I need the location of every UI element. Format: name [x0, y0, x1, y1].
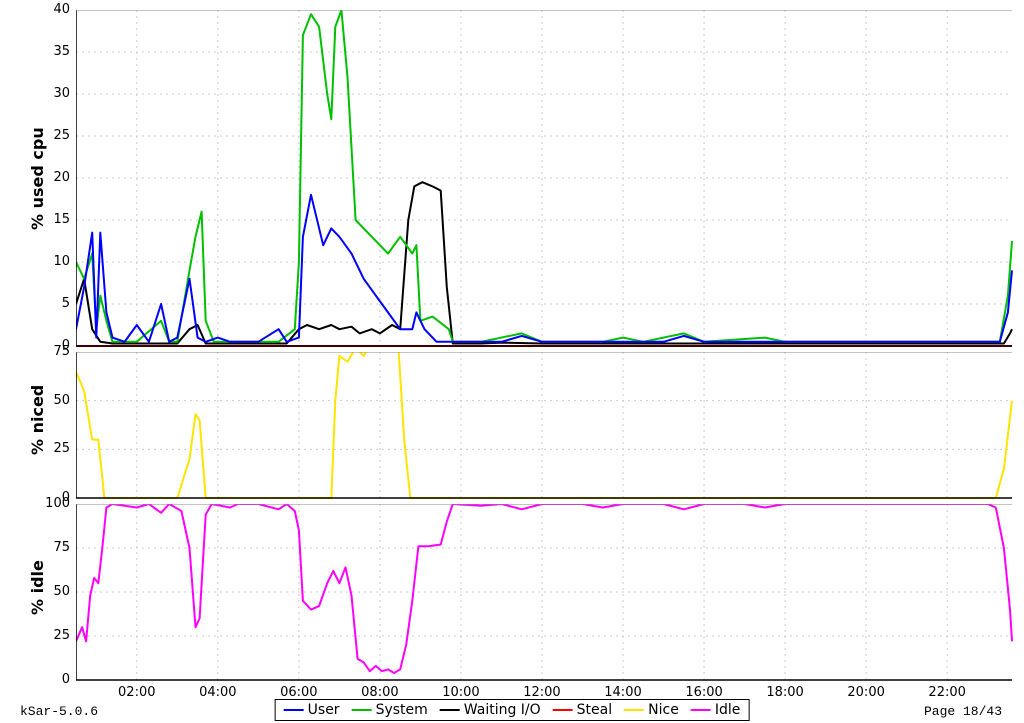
- chart-panel-niced: [76, 352, 1014, 500]
- ytick-label: 75: [0, 540, 70, 555]
- ytick-label: 0: [0, 672, 70, 687]
- ytick-label: 35: [0, 44, 70, 59]
- ytick-label: 30: [0, 86, 70, 101]
- legend-swatch: [553, 709, 573, 711]
- chart-panel-cpu: [76, 10, 1014, 348]
- legend-item-nice: Nice: [624, 702, 679, 718]
- legend-swatch: [440, 709, 460, 711]
- series-idle: [76, 504, 1012, 673]
- legend-swatch: [691, 709, 711, 711]
- xtick-label: 14:00: [604, 685, 641, 700]
- xtick-label: 04:00: [199, 685, 236, 700]
- chart-panel-idle: 02:00 04:00 06:00 08:00 10:00 12:00 14:00 16:00…: [76, 504, 1014, 700]
- ytick-label: 75: [0, 344, 70, 359]
- legend-item-user: User: [284, 702, 340, 718]
- y-title-idle: % idle: [28, 560, 47, 615]
- legend-item-steal: Steal: [553, 702, 612, 718]
- series-user: [76, 195, 1012, 342]
- xtick-label: 06:00: [280, 685, 317, 700]
- ytick-label: 40: [0, 2, 70, 17]
- legend-label: Steal: [577, 702, 612, 718]
- series-nice: [76, 352, 1012, 498]
- xtick-label: 16:00: [685, 685, 722, 700]
- ytick-label: 5: [0, 296, 70, 311]
- xtick-label: 08:00: [361, 685, 398, 700]
- series-waiting_io: [76, 182, 1012, 343]
- legend-swatch: [284, 709, 304, 711]
- xtick-label: 18:00: [766, 685, 803, 700]
- legend-item-idle: Idle: [691, 702, 741, 718]
- ytick-label: 10: [0, 254, 70, 269]
- xtick-label: 10:00: [442, 685, 479, 700]
- legend: User System Waiting I/O Steal Nice Idle: [275, 699, 750, 721]
- y-title-niced: % niced: [28, 385, 47, 455]
- legend-item-waiting_io: Waiting I/O: [440, 702, 541, 718]
- legend-item-system: System: [352, 702, 428, 718]
- xtick-label: 12:00: [523, 685, 560, 700]
- legend-label: User: [308, 702, 340, 718]
- series-system: [76, 10, 1012, 342]
- xtick-label: 02:00: [118, 685, 155, 700]
- legend-label: System: [376, 702, 428, 718]
- xtick-label: 20:00: [847, 685, 884, 700]
- legend-swatch: [624, 709, 644, 711]
- legend-label: Waiting I/O: [464, 702, 541, 718]
- legend-swatch: [352, 709, 372, 711]
- ytick-label: 25: [0, 628, 70, 643]
- legend-label: Idle: [715, 702, 741, 718]
- ytick-label: 100: [0, 496, 70, 511]
- y-title-cpu: % used cpu: [28, 127, 47, 230]
- legend-label: Nice: [648, 702, 679, 718]
- xtick-label: 22:00: [928, 685, 965, 700]
- footer-page-number: Page 18/43: [924, 704, 1002, 719]
- footer-app-version: kSar-5.0.6: [20, 704, 98, 719]
